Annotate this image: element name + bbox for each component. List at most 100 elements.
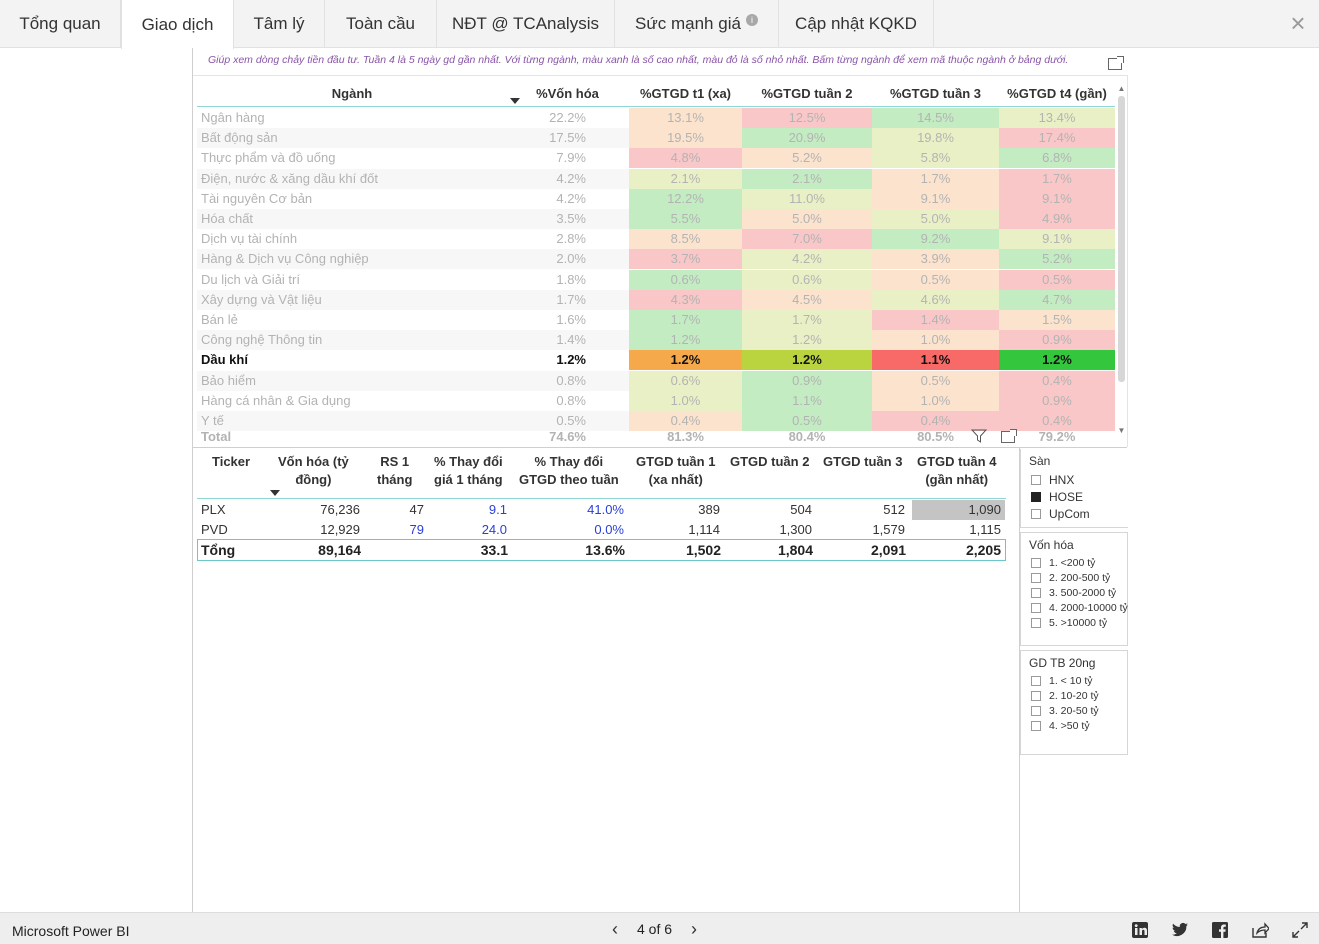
share-icon[interactable] [1251,921,1269,939]
column-header-gtgd-tuan-2[interactable]: GTGD tuần 2 [730,453,809,471]
slicer-option[interactable]: 1. <200 tỷ [1031,555,1127,570]
slicer-option[interactable]: HOSE [1031,488,1128,505]
sort-desc-icon[interactable] [270,490,280,496]
slicer-option[interactable]: 1. < 10 tỷ [1031,673,1127,688]
tab-tam-ly[interactable]: Tâm lý [234,0,325,48]
matrix-scrollbar[interactable] [1118,96,1125,382]
tab-suc-manh-gia[interactable]: Sức mạnh giá i [615,0,779,48]
ticker-value: 504 [790,502,812,517]
header-line: tháng [377,472,413,487]
header-line: GTGD tuần 2 [730,454,810,469]
sector-row[interactable]: Xây dựng và Vật liệu 1.7% 4.3% 4.5% 4.6% 4.7% [197,289,1115,310]
checkbox[interactable] [1031,602,1041,613]
sector-row[interactable]: Công nghệ Thông tin 1.4% 1.2% 1.2% 1.0% 0.9% [197,330,1115,351]
sector-row[interactable]: Thực phẩm và đồ uống 7.9% 4.8% 5.2% 5.8% 6.8% [197,148,1115,169]
slicer-option[interactable]: HNX [1031,471,1128,488]
slicer-option[interactable]: 2. 10-20 tỷ [1031,688,1127,703]
checkbox[interactable] [1031,720,1041,731]
tab-toan-cau[interactable]: Toàn cầu [325,0,437,48]
sector-row[interactable]: Hóa chất 3.5% 5.5% 5.0% 5.0% 4.9% [197,209,1115,229]
tab-cap-nhat-kqkd[interactable]: Cập nhật KQKD [779,0,934,48]
facebook-icon[interactable] [1211,921,1229,939]
checkbox[interactable] [1031,675,1041,686]
slicer-option[interactable]: 3. 500-2000 tỷ [1031,585,1127,600]
sector-row[interactable]: Hàng & Dịch vụ Công nghiệp 2.0% 3.7% 4.2% 3.… [197,249,1115,270]
sector-row[interactable]: Y tế 0.5% 0.4% 0.5% 0.4% 0.4% [197,411,1115,431]
column-header-gtgd-t1[interactable]: %GTGD t1 (xa) [639,85,731,101]
slicer-option[interactable]: 3. 20-50 tỷ [1031,703,1127,718]
linkedin-icon[interactable] [1131,921,1149,939]
column-header-nganh[interactable]: Ngành [331,85,373,101]
week-value-cell: 0.4% [999,370,1115,391]
week-value-cell: 6.8% [999,148,1115,169]
slicer-option[interactable]: 4. >50 tỷ [1031,718,1127,733]
sort-desc-icon[interactable] [510,98,520,104]
week-value-cell: 3.7% [629,249,742,270]
column-header-thay-doi-gtgd[interactable]: % Thay đổi GTGD theo tuần [519,453,619,489]
previous-page-button[interactable]: ‹ [612,919,618,939]
column-header-von-hoa[interactable]: %Vốn hóa [536,85,599,101]
column-header-gtgd-t4[interactable]: %GTGD t4 (gần) [1007,85,1107,101]
ticker-value: 1,090 [912,500,1005,520]
total-label: Tổng [201,542,236,558]
tab-tong-quan[interactable]: Tổng quan [0,0,121,48]
week-value-cell: 13.4% [999,108,1115,128]
sector-row[interactable]: Điện, nước & xăng dầu khí đốt 4.2% 2.1% 2.1… [197,168,1115,189]
slicer-option[interactable]: 2. 200-500 tỷ [1031,570,1127,585]
column-header-rs[interactable]: RS 1 tháng [377,453,412,489]
scroll-down-icon[interactable]: ▼ [1117,426,1126,435]
sector-row[interactable]: Hàng cá nhân & Gia dụng 0.8% 1.0% 1.1% 1.0% 0… [197,390,1115,411]
checkbox[interactable] [1031,474,1041,485]
sector-row[interactable]: Dầu khí 1.2% 1.2% 1.2% 1.1% 1.2% [197,350,1115,371]
slicer-option[interactable]: 4. 2000-10000 tỷ [1031,600,1128,615]
close-icon[interactable]: × [1290,8,1306,38]
checkbox[interactable] [1031,557,1041,568]
week-value-cell: 9.2% [872,229,999,250]
week-value-cell: 0.4% [872,411,999,431]
ticker-row[interactable]: PLX 76,236 47 9.1 41.0% 389 504 512 1,090 [197,500,1006,520]
column-header-von-hoa[interactable]: Vốn hóa (tỷ đồng) [278,453,349,489]
column-header-thay-doi-gia[interactable]: % Thay đổi giá 1 tháng [434,453,503,489]
brand-label[interactable]: Microsoft Power BI [12,923,130,939]
ticker-row[interactable]: PVD 12,929 79 24.0 0.0% 1,114 1,300 1,579 1,115 [197,520,1006,540]
week-value-cell: 2.1% [742,168,872,189]
filter-icon[interactable] [971,429,987,443]
checkbox[interactable] [1031,572,1041,583]
total-thay-doi-gtgd: 13.6% [585,542,625,558]
checkbox[interactable] [1031,690,1041,701]
power-bi-footer: Microsoft Power BI ‹ 4 of 6 › [0,912,1319,944]
column-header-gtgd-tuan-1[interactable]: GTGD tuần 1 (xa nhất) [636,453,715,489]
sector-row[interactable]: Ngân hàng 22.2% 13.1% 12.5% 14.5% 13.4% [197,108,1115,128]
sector-row[interactable]: Du lịch và Giải trí 1.8% 0.6% 0.6% 0.5% 0.5% [197,269,1115,290]
week-value-cell: 1.0% [629,390,742,411]
total-gtgd-2: 1,804 [777,542,813,558]
column-header-gtgd-tuan-3[interactable]: GTGD tuần 3 [823,453,902,471]
checkbox[interactable] [1031,617,1041,628]
checkbox[interactable] [1031,508,1041,519]
checkbox[interactable] [1031,587,1041,598]
twitter-icon[interactable] [1171,921,1189,939]
column-header-gtgd-tuan-3[interactable]: %GTGD tuần 3 [889,85,981,101]
scroll-up-icon[interactable]: ▲ [1117,84,1126,93]
sector-row[interactable]: Bất động sản 17.5% 19.5% 20.9% 19.8% 17.4% [197,128,1115,149]
column-header-gtgd-tuan-4[interactable]: GTGD tuần 4 (gần nhất) [917,453,996,489]
column-header-gtgd-tuan-2[interactable]: %GTGD tuần 2 [761,85,853,101]
slicer-option[interactable]: 5. >10000 tỷ [1031,615,1127,630]
checkbox[interactable] [1031,705,1041,716]
tab-giao-dich[interactable]: Giao dịch [121,0,234,49]
focus-mode-icon[interactable] [1108,56,1124,70]
next-page-button[interactable]: › [691,919,698,939]
slicer-option[interactable]: UpCom [1031,505,1128,522]
ticker-value: 76,236 [320,502,360,517]
total-gtgd-4: 2,205 [965,542,1001,558]
sector-row[interactable]: Dịch vụ tài chính 2.8% 8.5% 7.0% 9.2% 9.1% [197,229,1115,250]
slicer-panel-border [1019,448,1020,912]
sector-row[interactable]: Tài nguyên Cơ bản 4.2% 12.2% 11.0% 9.1% 9.1% [197,188,1115,209]
fullscreen-icon[interactable] [1291,921,1309,939]
sector-row[interactable]: Bảo hiểm 0.8% 0.6% 0.9% 0.5% 0.4% [197,370,1115,391]
sector-row[interactable]: Bán lẻ 1.6% 1.7% 1.7% 1.4% 1.5% [197,310,1115,330]
checkbox[interactable] [1031,491,1041,502]
column-header-ticker[interactable]: Ticker [212,453,250,471]
tab-ndt-tcanalysis[interactable]: NĐT @ TCAnalysis [437,0,615,48]
focus-mode-icon[interactable] [1001,429,1017,443]
